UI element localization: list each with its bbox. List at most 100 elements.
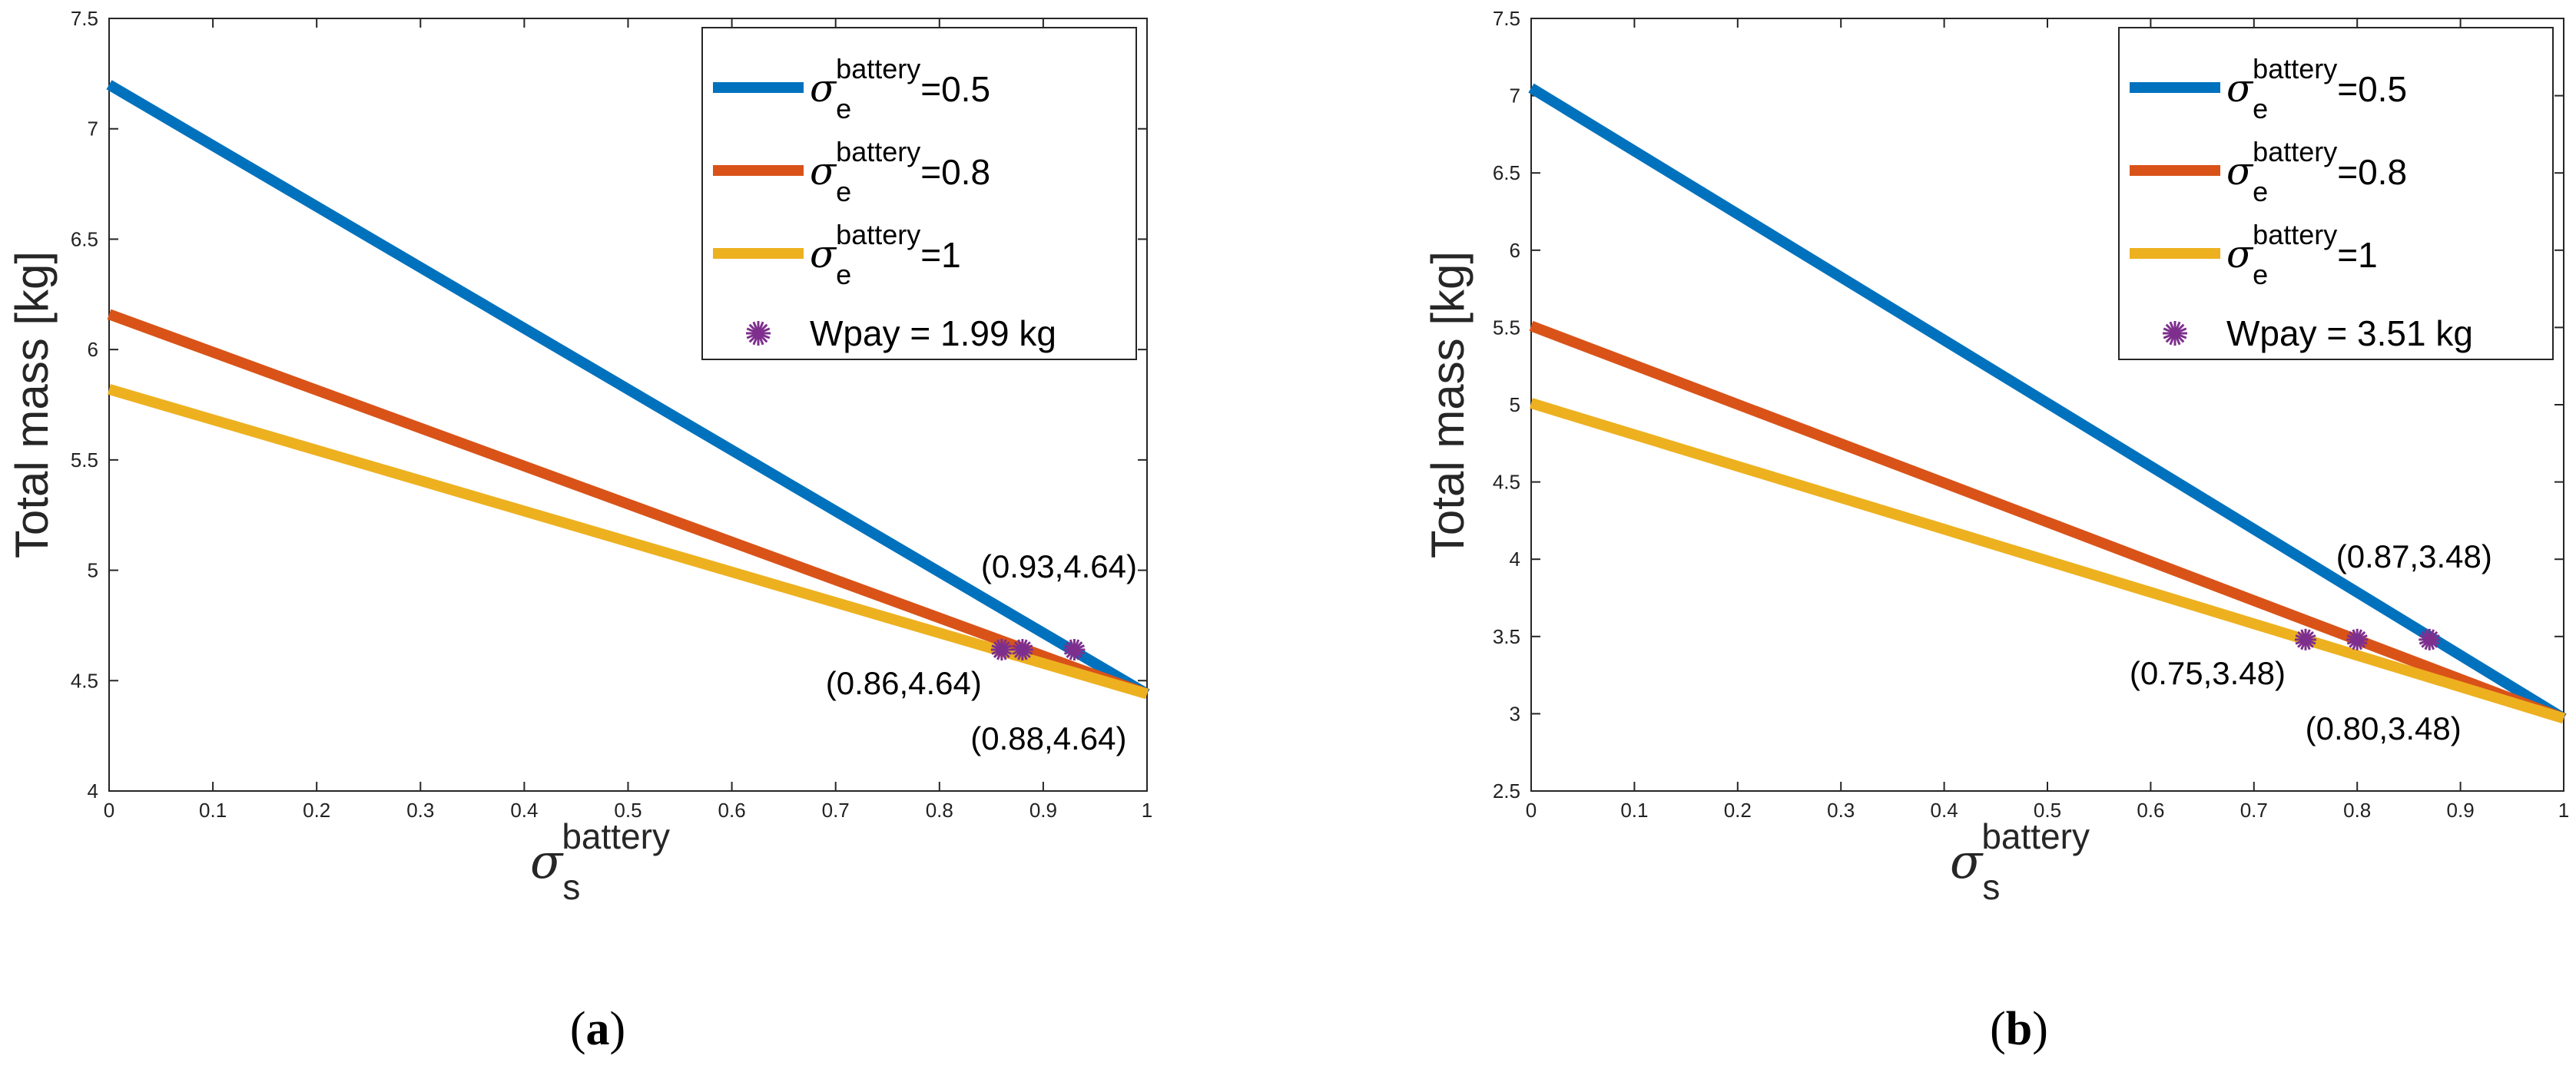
y-axis-label: Total mass [kg] [1422,251,1474,558]
y-tick-label: 7 [1510,84,1520,108]
series-line-1 [1528,83,2567,723]
y-tick-label: 7.5 [71,7,98,30]
x-tick-label: 0.9 [1029,799,1057,822]
x-tick-label: 0.1 [199,799,227,822]
legend-superscript: battery [2253,136,2337,167]
legend-value: =0.5 [2337,69,2407,109]
legend-sigma: σ [2226,149,2254,194]
y-tick-label: 5.5 [71,448,98,472]
x-tick-label: 0.2 [1724,799,1752,822]
legend-subscript: e [836,93,851,124]
x-tick-label: 0 [1526,799,1537,822]
y-tick-label: 6.5 [1493,161,1520,184]
legend-value: =0.8 [920,152,990,192]
legend-superscript: battery [836,219,920,250]
chart-a: 0 0.1 0.2 0.3 0.4 0.5 0.6 0.7 0.8 0.9 1 4 4.5 5 5.5 6 6.… [6,7,1152,1055]
legend-subscript: e [836,259,851,290]
x-tick-label: 0.6 [718,799,746,822]
point-annotation: (0.86,4.64) [826,665,982,701]
legend: σebattery=0.5σebattery=0.8σebattery=1Wpa… [701,27,1137,360]
chart-b: 0 0.1 0.2 0.3 0.4 0.5 0.6 0.7 0.8 0.9 1 2.5 3 3.5 4 4.5… [1422,7,2569,1055]
legend-sigma: σ [2226,66,2254,111]
y-tick-label: 4.5 [1493,471,1520,494]
x-tick-label: 0.4 [510,799,538,822]
caption-letter: a [586,1003,610,1055]
point-annotation: (0.88,4.64) [970,720,1126,756]
y-tick-label: 4 [88,779,98,803]
x-tick-label: 0.9 [2447,799,2475,822]
series-line-2 [1529,320,2566,723]
point-annotation: (0.75,3.48) [2130,655,2286,691]
x-axis-superscript: battery [1981,816,2090,856]
y-tick-label: 7 [88,117,98,141]
legend-value: =1 [2337,235,2377,275]
x-tick-label: 0.4 [1931,799,1958,822]
series-line-2 [107,309,1149,700]
data-marker [990,639,1013,661]
legend-subscript: e [836,176,851,207]
legend-superscript: battery [836,53,920,84]
y-tick-label: 3.5 [1493,625,1520,648]
y-tick-label: 5.5 [1493,316,1520,339]
x-axis-sigma: σ [530,833,564,889]
legend-superscript: battery [2253,53,2337,84]
legend: σebattery=0.5σebattery=0.8σebattery=1Wpa… [2118,27,2554,360]
legend-marker-label: Wpay = 3.51 kg [2226,313,2473,353]
y-tick-label: 5 [88,559,98,582]
series-line-1 [106,80,1150,699]
panel-caption: (a) [570,1003,625,1055]
x-tick-label: 0.5 [2034,799,2061,822]
legend-subscript: e [2253,93,2268,124]
legend-label-1: σe battery=0.5 [2226,53,2407,124]
x-tick-label: 0.3 [1827,799,1855,822]
x-axis-label: σs battery [1950,816,2090,907]
legend-marker-swatch [2163,321,2187,346]
legend-label-3: σe battery=1 [810,219,961,290]
x-axis-superscript: battery [562,816,670,856]
legend-label-1: σe battery=0.5 [810,53,990,124]
y-tick-label: 6 [88,338,98,361]
series-line-3 [108,384,1149,700]
caption-open: ( [570,1003,586,1055]
x-tick-label: 0.5 [614,799,642,822]
legend-superscript: battery [2253,219,2337,250]
legend-sigma: σ [810,149,837,194]
legend-value: =0.5 [920,69,990,109]
y-tick-label: 7.5 [1493,7,1520,30]
legend-value: =0.8 [2337,152,2407,192]
x-tick-label: 0.1 [1620,799,1648,822]
x-tick-label: 0.7 [2240,799,2268,822]
x-tick-label: 0 [104,799,114,822]
x-axis-subscript: s [1982,867,2000,907]
x-tick-label: 0.3 [406,799,434,822]
data-marker [2346,628,2369,650]
legend-sigma: σ [810,66,837,111]
caption-open: ( [1990,1003,2006,1055]
x-tick-label: 0.6 [2137,799,2164,822]
x-axis-subscript: s [562,867,580,907]
x-axis-sigma: σ [1950,833,1984,889]
data-marker [2295,628,2316,650]
x-axis-label: σs battery [530,816,670,907]
legend-marker-label: Wpay = 1.99 kg [810,313,1056,353]
x-tick-label: 0.7 [822,799,850,822]
caption-close: ) [610,1003,626,1055]
caption-letter: b [2006,1003,2032,1055]
legend-label-2: σe battery=0.8 [810,136,990,207]
legend-sigma: σ [810,232,837,276]
y-axis-label: Total mass [kg] [6,251,58,558]
y-tick-label: 4 [1510,548,1520,571]
x-tick-label: 1 [2558,799,2569,822]
x-tick-label: 1 [1142,799,1152,822]
legend-subscript: e [2253,176,2268,207]
x-tick-label: 0.2 [303,799,330,822]
legend-subscript: e [2253,259,2268,290]
y-tick-label: 2.5 [1493,779,1520,803]
y-tick-label: 6 [1510,239,1520,262]
legend-superscript: battery [836,136,920,167]
point-annotation: (0.93,4.64) [981,548,1137,584]
caption-close: ) [2032,1003,2048,1055]
panel-caption: (b) [1990,1003,2048,1055]
x-tick-label: 0.8 [926,799,953,822]
